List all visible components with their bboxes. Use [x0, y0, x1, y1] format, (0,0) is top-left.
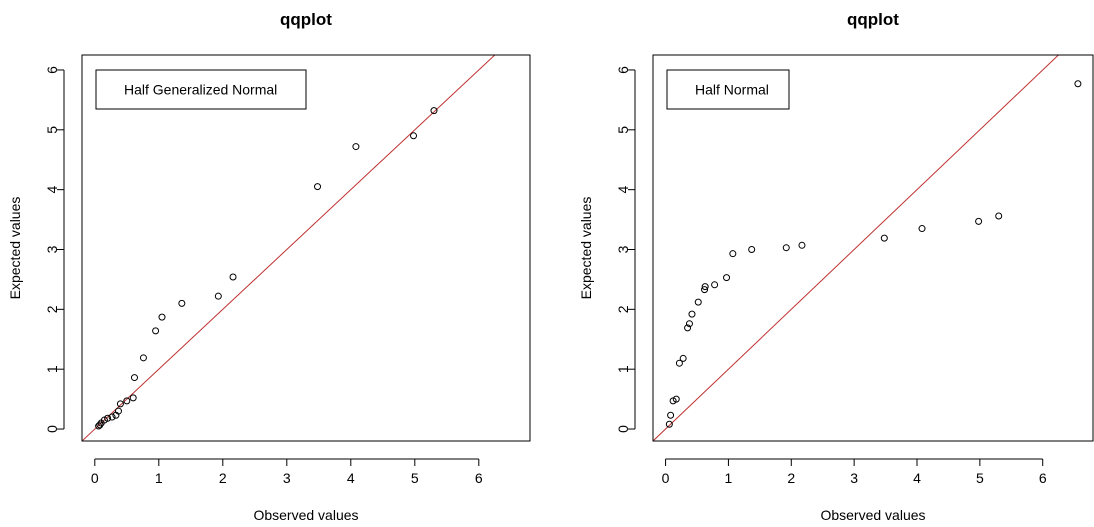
data-point	[158, 313, 166, 321]
data-point	[116, 400, 124, 408]
data-point	[711, 281, 719, 289]
legend-label: Half Generalized Normal	[124, 82, 277, 98]
data-point	[675, 359, 683, 367]
y-tick-label: 1	[44, 365, 60, 373]
data-point	[1074, 80, 1082, 88]
data-point	[684, 324, 692, 332]
x-tick-label: 3	[850, 470, 858, 486]
data-point	[96, 421, 104, 429]
y-tick-label: 2	[615, 305, 631, 313]
y-tick-label: 3	[44, 245, 60, 253]
reference-line	[82, 55, 496, 441]
data-point	[688, 310, 696, 318]
data-point	[139, 354, 147, 362]
x-tick-label: 3	[283, 470, 291, 486]
data-point	[410, 132, 418, 140]
data-point	[178, 299, 186, 307]
data-point	[129, 394, 137, 402]
data-point	[667, 411, 675, 419]
data-point	[685, 320, 693, 328]
x-tick-label: 0	[91, 470, 99, 486]
data-point	[114, 407, 122, 415]
y-axis-label: Expected values	[578, 197, 594, 300]
data-point	[782, 244, 790, 252]
data-point	[880, 234, 888, 242]
legend-box	[95, 69, 307, 110]
x-tick-label: 5	[976, 470, 984, 486]
data-point	[701, 283, 709, 291]
y-tick-label: 1	[615, 365, 631, 373]
x-tick-label: 1	[725, 470, 733, 486]
y-axis-label: Expected values	[7, 197, 23, 300]
data-point	[108, 413, 116, 421]
y-tick-label: 4	[615, 186, 631, 194]
x-tick-label: 2	[219, 470, 227, 486]
data-point	[152, 327, 160, 335]
data-point	[352, 143, 360, 151]
data-point	[679, 354, 687, 362]
x-tick-label: 1	[155, 470, 163, 486]
data-point	[214, 292, 222, 300]
qqplot-chart-left: qqplot 0 1 2 3 4 5 6 0 1 2 3 4 5 6 Observed values Expec…	[7, 10, 531, 523]
data-point	[229, 273, 237, 281]
y-tick-label: 5	[44, 126, 60, 134]
x-tick-label: 2	[787, 470, 795, 486]
x-tick-label: 6	[475, 470, 483, 486]
legend-box	[666, 69, 790, 110]
data-point	[798, 241, 806, 249]
y-tick-label: 6	[44, 66, 60, 74]
chart-title: qqplot	[280, 10, 332, 29]
data-point	[430, 107, 438, 115]
x-tick-label: 4	[913, 470, 921, 486]
data-point	[729, 250, 737, 258]
reference-line	[653, 55, 1060, 441]
x-tick-label: 4	[347, 470, 355, 486]
x-tick-label: 0	[662, 470, 670, 486]
y-tick-label: 2	[44, 305, 60, 313]
data-point	[104, 414, 112, 422]
plot-frame	[81, 54, 531, 442]
data-point	[975, 217, 983, 225]
qqplot-chart-right: qqplot 0 1 2 3 4 5 6 0 1 2 3 4 5 6 Observed values Expec…	[578, 10, 1094, 523]
data-point	[672, 395, 680, 403]
data-point	[130, 374, 138, 382]
x-axis-label: Observed values	[253, 507, 358, 523]
data-point	[918, 225, 926, 233]
data-point	[723, 274, 731, 282]
data-point	[123, 397, 131, 405]
data-point	[314, 183, 322, 191]
data-point	[701, 286, 709, 294]
y-tick-label: 3	[615, 245, 631, 253]
legend-label: Half Normal	[695, 82, 769, 98]
y-tick-label: 4	[44, 186, 60, 194]
qqplot-panel-right: qqplot 0 1 2 3 4 5 6 0 1 2 3 4 5 6 Observed values Expec…	[547, 0, 1094, 527]
x-tick-label: 6	[1039, 470, 1047, 486]
y-tick-label: 0	[44, 425, 60, 433]
data-point	[995, 212, 1003, 220]
chart-title: qqplot	[847, 10, 899, 29]
y-tick-label: 5	[615, 126, 631, 134]
x-tick-label: 5	[411, 470, 419, 486]
y-tick-label: 6	[615, 66, 631, 74]
x-axis-label: Observed values	[820, 507, 925, 523]
y-tick-label: 0	[615, 425, 631, 433]
plot-frame	[652, 54, 1094, 442]
data-point	[694, 298, 702, 306]
qqplot-panel-left: qqplot 0 1 2 3 4 5 6 0 1 2 3 4 5 6 Observed values Expec…	[7, 10, 531, 523]
data-point	[748, 245, 756, 253]
data-point	[665, 420, 673, 428]
